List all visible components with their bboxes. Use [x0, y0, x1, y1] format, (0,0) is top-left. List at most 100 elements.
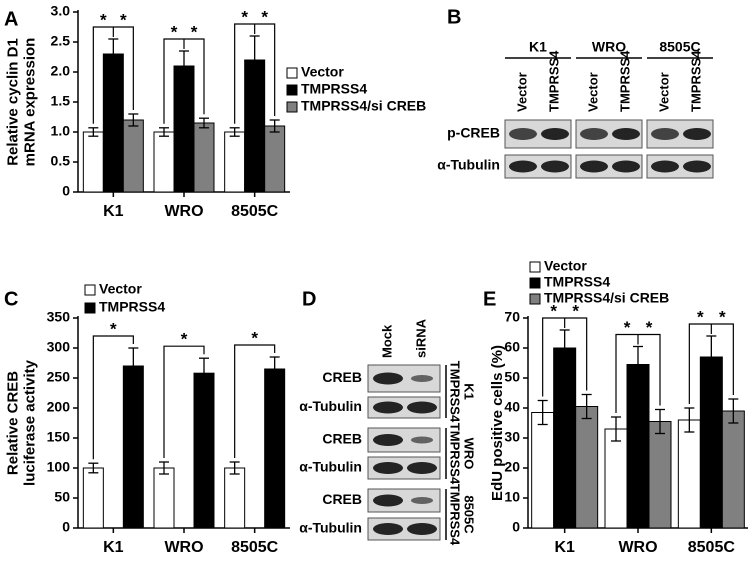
blot-band: [541, 160, 569, 173]
legend-swatch: [286, 84, 298, 96]
bar: [721, 410, 745, 529]
legend-swatch: [84, 302, 96, 314]
row-label: α-Tubulin: [299, 459, 362, 475]
significance-star: *: [261, 7, 268, 26]
error-bar: [706, 335, 717, 379]
blot-band: [612, 160, 640, 173]
legend-swatch: [286, 67, 298, 79]
error-bar: [269, 356, 280, 382]
y-tick-label: 350: [47, 309, 71, 325]
significance-bracket: [615, 333, 661, 413]
error-bar: [633, 345, 643, 384]
y-tick-label: 60: [504, 339, 520, 355]
y-axis-label: Relative cyclin D1: [4, 38, 21, 166]
significance-star: *: [697, 307, 704, 326]
row-label: CREB: [322, 431, 362, 447]
bar: [224, 131, 246, 193]
significance-bracket: [688, 323, 734, 404]
y-tick-label: 70: [504, 309, 520, 325]
panel-label: E: [483, 288, 496, 310]
error-bar: [199, 357, 209, 389]
bar: [153, 467, 175, 529]
blot-band: [541, 128, 569, 140]
row-label: p-CREB: [447, 125, 500, 141]
panel-label: A: [4, 8, 18, 30]
error-bar: [179, 50, 189, 82]
error-bar: [269, 119, 280, 133]
legend-label: TMPRSS4/si CREB: [301, 98, 426, 114]
legend-label: Vector: [301, 64, 344, 80]
bar: [677, 419, 701, 529]
error-bar: [728, 398, 739, 424]
bar: [648, 421, 672, 529]
y-axis-label: Relative CREB: [4, 371, 21, 475]
error-bar: [229, 461, 240, 475]
blot-band: [509, 128, 537, 140]
y-tick-label: 200: [47, 399, 71, 415]
x-tick-label: WRO: [618, 539, 657, 556]
y-tick-label: 2.5: [51, 33, 71, 49]
blot-band: [407, 462, 437, 474]
y-tick-label: 50: [54, 489, 70, 505]
bar: [173, 65, 195, 193]
blot-band: [683, 128, 711, 140]
group-sublabel: TMPRSS4: [448, 361, 463, 423]
y-tick-label: 2.0: [51, 63, 71, 79]
y-tick-label: 3.0: [51, 3, 71, 19]
bar: [82, 131, 104, 193]
x-tick-label: 8505C: [231, 203, 279, 220]
bar: [193, 122, 215, 193]
legend-label: TMPRSS4: [99, 299, 165, 315]
y-tick-label: 0: [62, 183, 70, 199]
blot-band: [373, 523, 403, 535]
blot-band: [580, 160, 608, 173]
significance-star: *: [719, 307, 726, 326]
row-label: α-Tubulin: [299, 398, 362, 414]
significance-star: *: [110, 319, 117, 338]
bar: [82, 467, 104, 529]
legend-label: TMPRSS4: [301, 81, 367, 97]
blot-band: [411, 375, 433, 382]
bar: [264, 368, 286, 529]
error-bar: [128, 347, 139, 385]
significance-star: *: [572, 301, 579, 320]
x-tick-label: K1: [554, 539, 575, 556]
blot-band: [683, 160, 711, 173]
blot-band: [411, 497, 433, 504]
lane-label: TMPRSS4: [617, 50, 632, 112]
lane-label: Vector: [514, 72, 529, 112]
lane-label: siRNA: [413, 318, 428, 358]
significance-bracket: [92, 335, 134, 460]
bar: [122, 365, 144, 529]
bar: [604, 428, 628, 529]
significance-bracket: [542, 317, 588, 397]
bar: [122, 119, 144, 193]
y-tick-label: 0.5: [51, 153, 71, 169]
blot-band: [407, 523, 437, 535]
x-tick-label: K1: [103, 539, 124, 556]
x-tick-label: 8505C: [688, 539, 736, 556]
error-bar: [611, 416, 621, 442]
bar: [102, 53, 124, 193]
bar: [224, 467, 246, 529]
y-tick-label: 100: [47, 459, 71, 475]
panel-label: C: [4, 288, 18, 310]
significance-star: *: [120, 10, 127, 29]
group-label: WRO: [592, 39, 626, 55]
significance-star: *: [624, 318, 631, 337]
blot-band: [373, 462, 403, 474]
x-tick-label: WRO: [164, 539, 203, 556]
y-tick-label: 0: [512, 519, 520, 535]
error-bar: [581, 393, 592, 420]
panel-label: B: [447, 6, 461, 28]
y-tick-label: 150: [47, 429, 71, 445]
panel-label: D: [302, 288, 316, 310]
blot-band: [373, 401, 403, 414]
bar: [699, 356, 723, 529]
y-tick-label: 40: [504, 399, 520, 415]
significance-star: *: [241, 7, 248, 26]
legend-swatch: [529, 277, 541, 289]
y-tick-label: 20: [504, 459, 520, 475]
x-tick-label: WRO: [164, 203, 203, 220]
